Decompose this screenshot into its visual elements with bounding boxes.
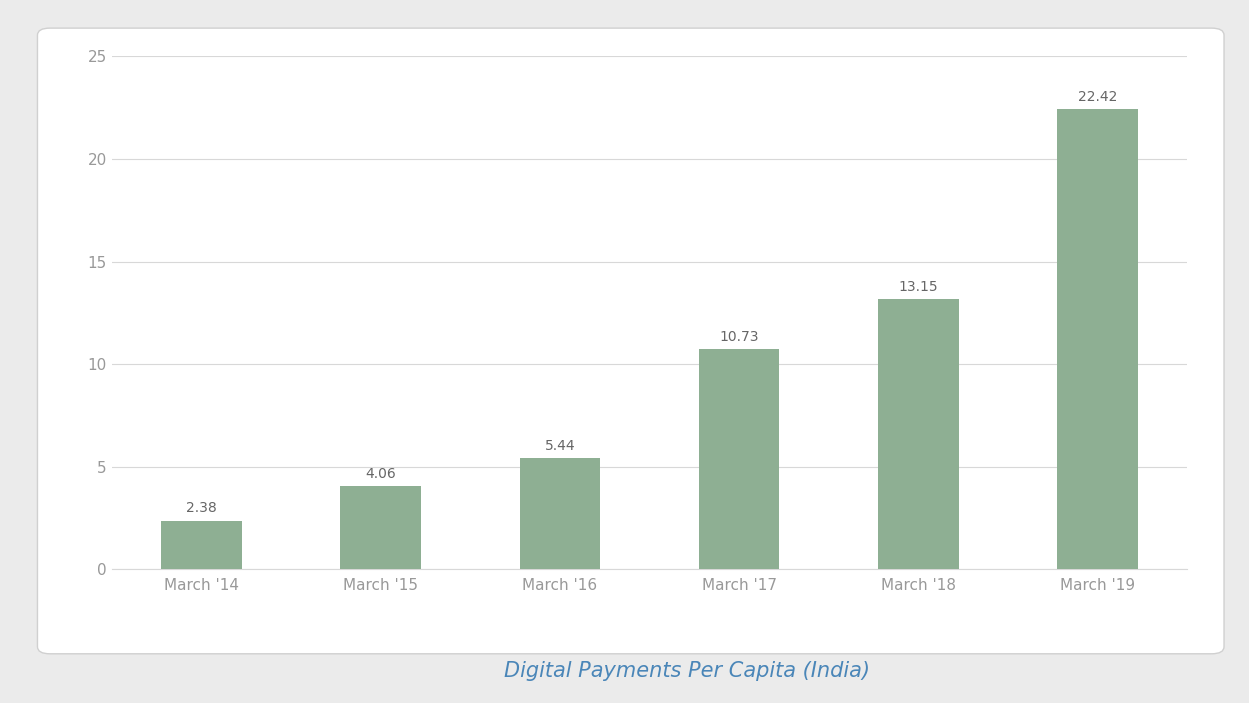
- Bar: [161, 521, 242, 569]
- Text: Digital Payments Per Capita (India): Digital Payments Per Capita (India): [503, 662, 871, 681]
- Text: 5.44: 5.44: [545, 439, 576, 453]
- Text: 13.15: 13.15: [898, 280, 938, 295]
- Text: 2.38: 2.38: [186, 501, 217, 515]
- Text: 10.73: 10.73: [719, 330, 759, 344]
- Text: 4.06: 4.06: [366, 467, 396, 481]
- Text: 22.42: 22.42: [1078, 90, 1117, 104]
- Bar: [341, 486, 421, 569]
- Bar: [878, 299, 958, 569]
- Bar: [520, 458, 601, 569]
- Bar: [1057, 109, 1138, 569]
- Bar: [698, 349, 779, 569]
